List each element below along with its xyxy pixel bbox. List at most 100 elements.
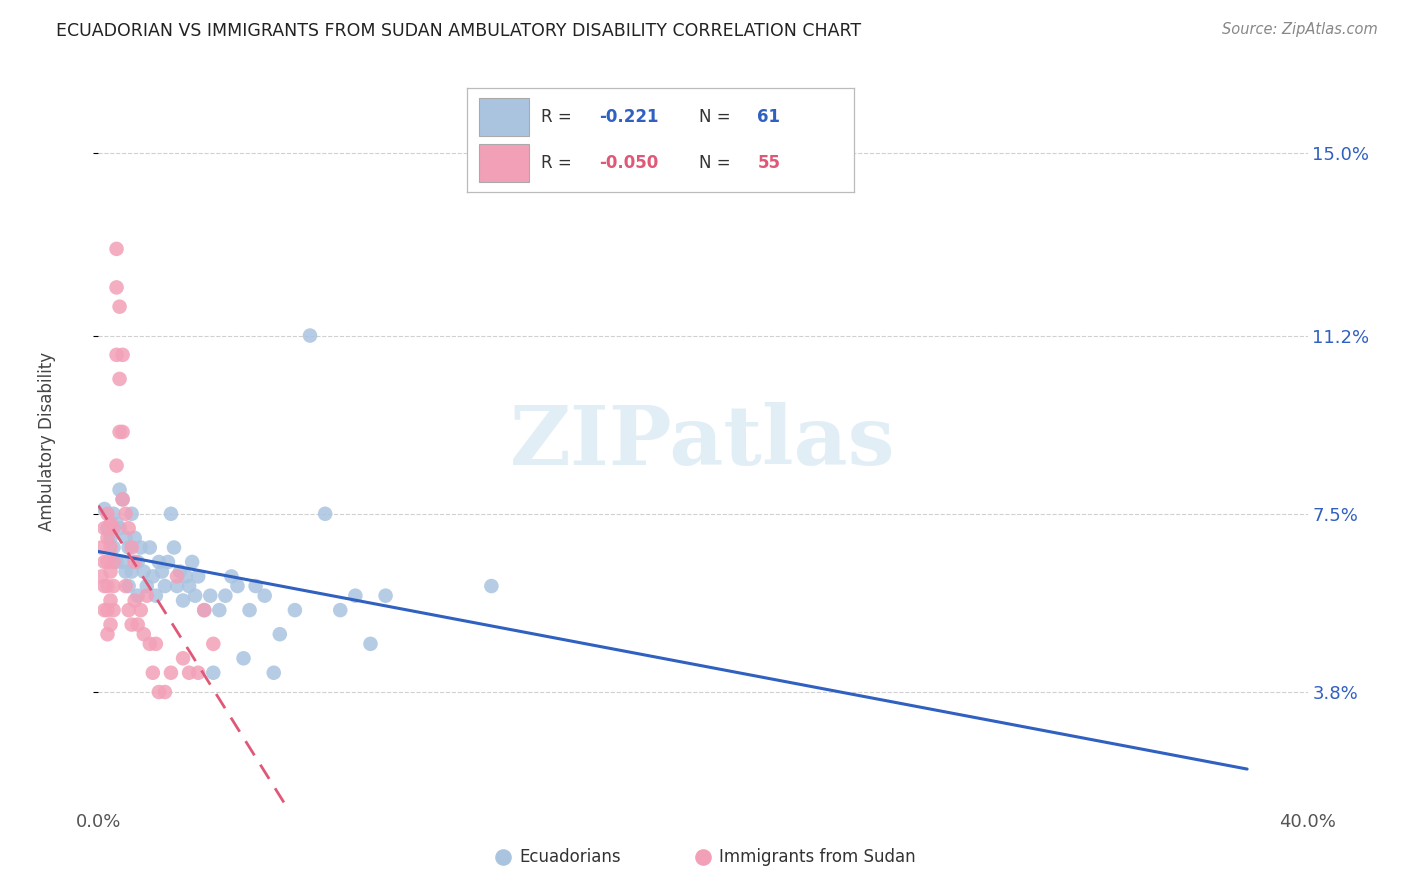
Point — [193, 603, 215, 617]
Point — [193, 603, 215, 617]
Point — [181, 555, 204, 569]
Point — [121, 617, 143, 632]
Point — [114, 531, 136, 545]
Point — [111, 425, 134, 439]
Point — [105, 516, 128, 531]
Point — [100, 531, 122, 545]
Point — [103, 507, 125, 521]
Point — [135, 579, 157, 593]
Point — [174, 569, 197, 583]
Point — [150, 565, 173, 579]
Point — [481, 579, 503, 593]
Point — [172, 651, 194, 665]
Point — [127, 617, 149, 632]
Point — [100, 617, 122, 632]
Point — [100, 516, 122, 531]
Point — [108, 521, 131, 535]
Point — [121, 507, 143, 521]
Point — [121, 541, 143, 555]
Point — [142, 665, 165, 680]
Point — [96, 555, 118, 569]
Point — [139, 637, 162, 651]
Point — [135, 589, 157, 603]
Point — [179, 665, 201, 680]
Point — [111, 492, 134, 507]
Point — [114, 565, 136, 579]
Point — [166, 569, 188, 583]
Point — [232, 651, 254, 665]
Point — [245, 579, 267, 593]
Text: ECUADORIAN VS IMMIGRANTS FROM SUDAN AMBULATORY DISABILITY CORRELATION CHART: ECUADORIAN VS IMMIGRANTS FROM SUDAN AMBU… — [56, 22, 862, 40]
Point — [114, 507, 136, 521]
Point — [163, 541, 186, 555]
Point — [111, 348, 134, 362]
Point — [263, 665, 285, 680]
Point — [93, 603, 115, 617]
Point — [96, 521, 118, 535]
Point — [100, 565, 122, 579]
Point — [145, 637, 167, 651]
Point — [299, 328, 322, 343]
Point — [96, 579, 118, 593]
Point — [284, 603, 307, 617]
Point — [105, 280, 128, 294]
Point — [132, 627, 155, 641]
Point — [129, 603, 152, 617]
Point — [124, 593, 146, 607]
Point — [93, 521, 115, 535]
Point — [179, 579, 201, 593]
Point — [118, 603, 141, 617]
Point — [202, 665, 225, 680]
Point — [108, 425, 131, 439]
Point — [90, 541, 112, 555]
Point — [105, 242, 128, 256]
Point — [121, 565, 143, 579]
Point — [269, 627, 291, 641]
Point — [200, 589, 222, 603]
Point — [153, 579, 176, 593]
Point — [160, 665, 183, 680]
Text: Immigrants from Sudan: Immigrants from Sudan — [718, 848, 915, 866]
Point — [103, 521, 125, 535]
Point — [118, 541, 141, 555]
Point — [93, 579, 115, 593]
Point — [124, 555, 146, 569]
Point — [100, 541, 122, 555]
Point — [103, 555, 125, 569]
Point — [118, 579, 141, 593]
Point — [100, 593, 122, 607]
Point — [105, 555, 128, 569]
Point — [221, 569, 243, 583]
Point — [111, 492, 134, 507]
Text: Source: ZipAtlas.com: Source: ZipAtlas.com — [1222, 22, 1378, 37]
Point — [156, 555, 179, 569]
Point — [142, 569, 165, 583]
Point — [127, 555, 149, 569]
Point — [96, 531, 118, 545]
Point — [329, 603, 352, 617]
Point — [103, 579, 125, 593]
Point — [239, 603, 262, 617]
Point — [96, 507, 118, 521]
Point — [132, 565, 155, 579]
Point — [105, 458, 128, 473]
Point — [172, 593, 194, 607]
Point — [160, 507, 183, 521]
Y-axis label: Ambulatory Disability: Ambulatory Disability — [38, 352, 56, 531]
Point — [208, 603, 231, 617]
Point — [105, 348, 128, 362]
Point — [226, 579, 249, 593]
Point — [90, 569, 112, 583]
Point — [148, 555, 170, 569]
Point — [314, 507, 336, 521]
Point — [374, 589, 396, 603]
Point — [153, 685, 176, 699]
Point — [360, 637, 382, 651]
Point — [253, 589, 276, 603]
Point — [93, 555, 115, 569]
Point — [187, 569, 209, 583]
Point — [145, 589, 167, 603]
Point — [103, 541, 125, 555]
Point — [111, 555, 134, 569]
Point — [202, 637, 225, 651]
